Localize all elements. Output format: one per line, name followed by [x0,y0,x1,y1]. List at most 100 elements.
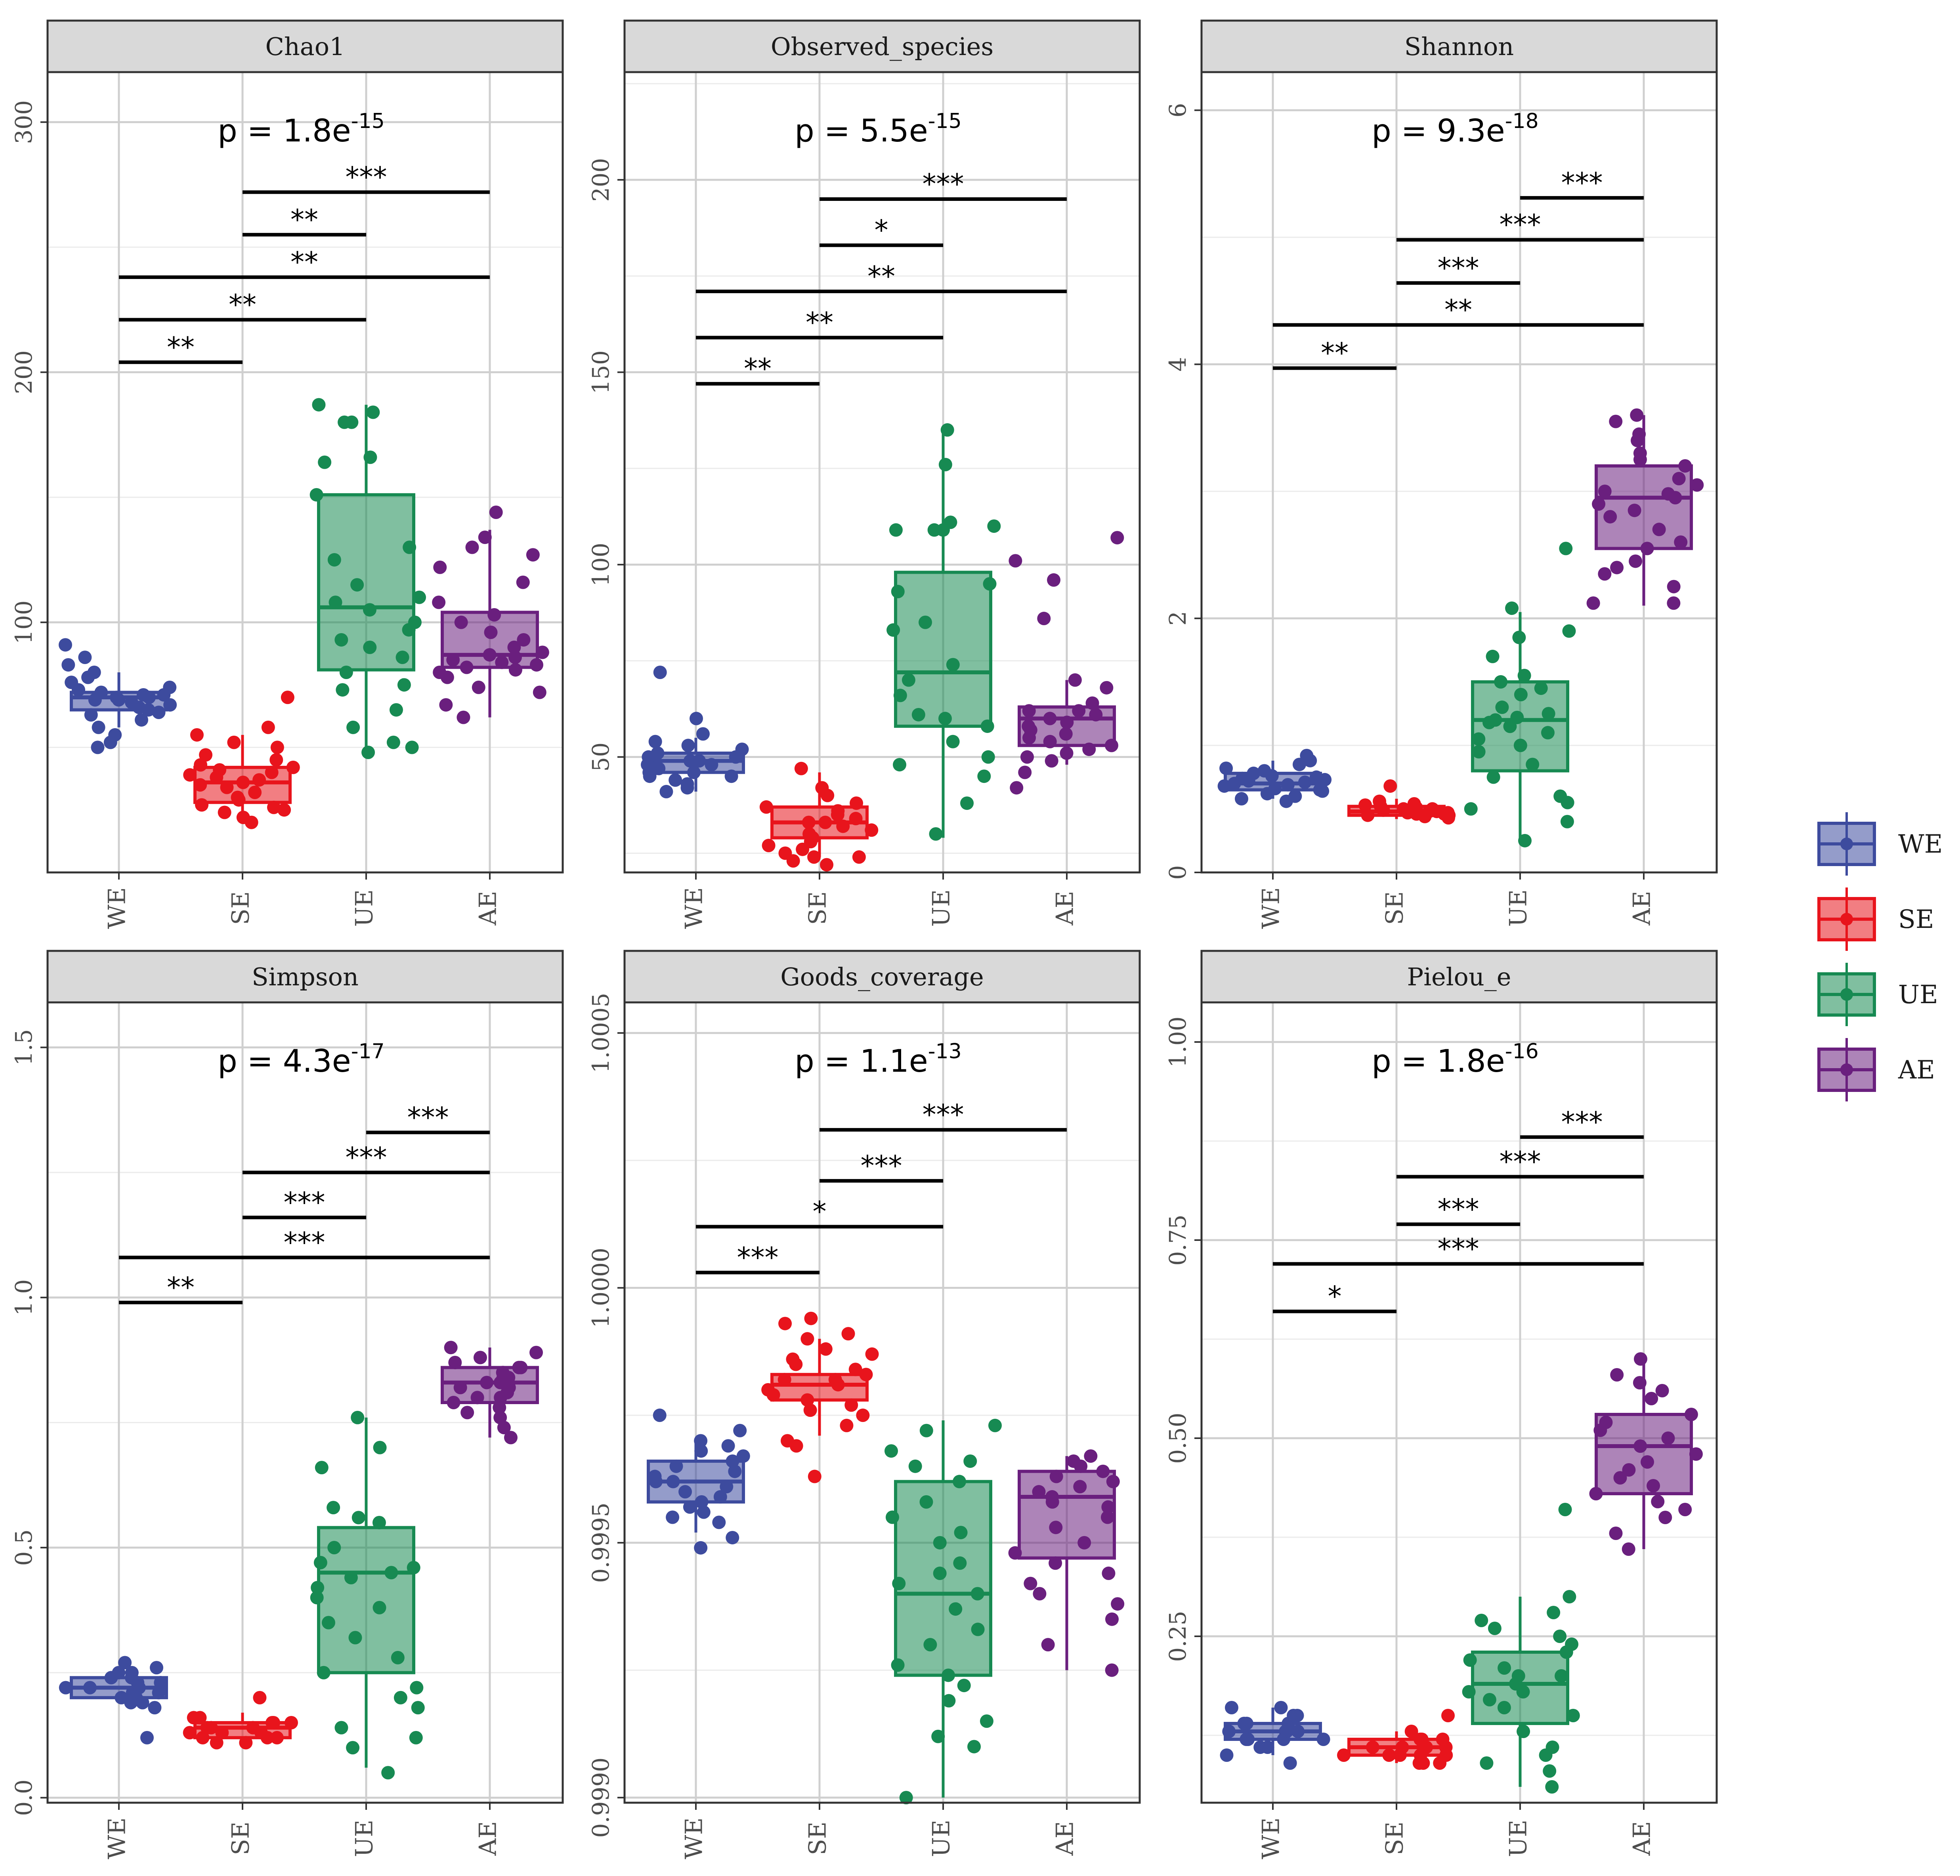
data-point [678,1485,692,1499]
data-point [1674,535,1688,549]
data-point [409,1731,423,1744]
legend-label: UE [1898,980,1938,1010]
data-point [983,577,997,591]
data-point [1622,1542,1635,1556]
data-point [266,1716,279,1729]
data-point [104,1671,118,1685]
data-point [1589,1487,1603,1500]
data-point [705,758,718,772]
y-tick-label: 0.50 [1164,1412,1191,1464]
data-point [309,488,323,502]
legend-label: SE [1898,905,1934,934]
data-point [1514,688,1528,702]
data-point [724,769,738,783]
data-point [1033,1587,1047,1601]
data-point [963,1454,977,1468]
data-point [363,603,376,617]
data-point [778,1373,791,1387]
data-point [690,712,703,725]
data-point [1651,1495,1665,1508]
data-point [848,1363,862,1376]
data-point [1555,1669,1568,1683]
data-point [1277,1733,1291,1746]
p-value-label: p = 5.5e-15 [795,109,961,149]
data-point [1024,1576,1037,1590]
box-ae [1586,408,1704,610]
data-point [487,608,501,622]
data-point [931,1729,945,1743]
box-ae [432,506,549,724]
facet-strip [46,950,564,1004]
data-point [683,754,697,768]
data-point [1225,1701,1238,1714]
panel-border [1200,1001,1718,1804]
data-point [313,1556,327,1569]
data-point [1441,1709,1455,1722]
data-point [1219,761,1233,775]
x-tick-label: SE [1381,1822,1409,1855]
data-point [269,753,283,767]
x-tick-label: UE [1505,889,1532,927]
data-point [199,748,213,762]
p-value-exponent: -13 [928,1040,962,1063]
data-point [1563,1590,1576,1603]
y-tick-label: 0.0 [10,1779,37,1816]
data-point [339,666,353,679]
data-point [1684,1408,1698,1421]
significance-label: *** [923,1099,964,1131]
data-point [507,640,521,654]
data-point [361,746,375,759]
y-tick-label: 150 [587,350,614,394]
data-point [1100,1510,1114,1524]
data-point [885,1510,899,1524]
data-point [363,640,377,654]
data-point [911,708,925,721]
data-point [1592,497,1606,511]
p-value-label: p = 4.3e-17 [218,1040,384,1079]
data-point [81,670,95,684]
data-point [1383,779,1397,793]
data-point [444,1341,458,1355]
data-point [1105,1612,1119,1626]
data-point [1274,1701,1288,1714]
data-point [1482,1693,1496,1706]
data-point [220,781,234,794]
data-point [1661,1431,1675,1445]
data-point [236,775,250,789]
p-value-base: p = 1.8e [218,113,351,149]
panel-border [46,71,564,874]
data-point [1464,802,1478,816]
y-tick-label: 50 [587,742,614,772]
data-point [1020,750,1034,764]
data-point [1472,745,1486,759]
data-point [946,658,960,672]
data-point [728,1464,742,1478]
data-point [1633,1352,1647,1366]
x-tick-label: WE [680,887,708,929]
data-point [88,693,102,707]
data-point [1008,1546,1022,1560]
data-point [1560,815,1574,828]
data-point [1101,1500,1115,1514]
data-point [1047,573,1060,587]
data-point [1073,1480,1087,1494]
data-point [196,1731,210,1744]
data-point [118,1656,132,1670]
data-point [1072,704,1086,718]
data-point [821,788,835,802]
data-point [265,765,279,779]
data-point [1089,708,1103,721]
data-point [720,1480,734,1494]
legend-item-ae: AE [1817,1038,1935,1101]
significance-label: ** [229,288,256,321]
data-point [1253,1741,1267,1754]
data-point [1652,523,1666,536]
data-point [1298,775,1312,789]
data-point [410,1681,424,1695]
y-tick-label: 1.5 [10,1029,37,1066]
p-value-base: p = 1.8e [1372,1044,1505,1079]
data-point [472,680,485,694]
data-point [1609,414,1623,428]
data-point [643,769,657,783]
data-point [1100,681,1114,695]
